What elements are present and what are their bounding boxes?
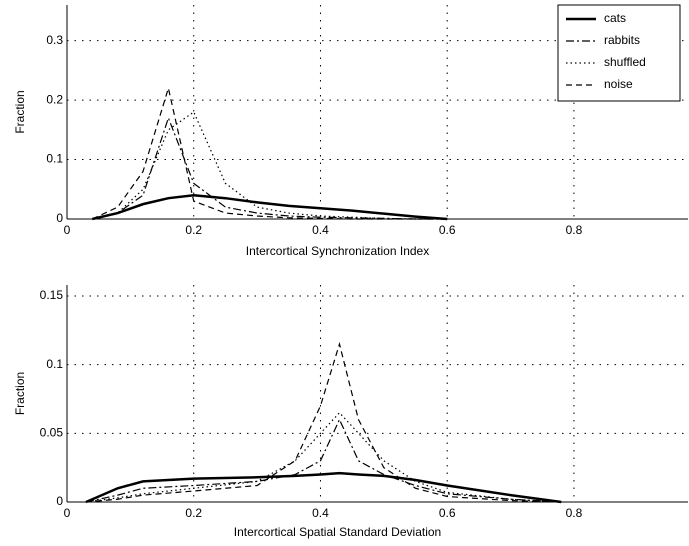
y-tick-label: 0.3 xyxy=(46,33,63,47)
series-line xyxy=(85,471,562,504)
series-line xyxy=(85,411,562,503)
x-axis-label: Intercortical Synchronization Index xyxy=(246,244,429,258)
x-tick-label: 0.8 xyxy=(566,506,583,520)
y-tick-label: 0 xyxy=(56,211,63,225)
x-tick-label: 0.4 xyxy=(312,506,329,520)
x-tick-label: 0 xyxy=(64,223,71,237)
y-tick-label: 0.1 xyxy=(46,152,63,166)
y-tick-label: 0.1 xyxy=(46,357,63,371)
x-tick-label: 0.6 xyxy=(439,223,456,237)
legend-label: cats xyxy=(604,11,626,25)
series-line xyxy=(85,418,562,503)
series-line xyxy=(92,111,448,220)
y-axis-label: Fraction xyxy=(13,90,27,133)
x-tick-label: 0.6 xyxy=(439,506,456,520)
series-line xyxy=(92,85,448,220)
y-tick-label: 0.2 xyxy=(46,92,63,106)
x-tick-label: 0 xyxy=(64,506,71,520)
y-axis-label: Fraction xyxy=(13,372,27,415)
legend-label: noise xyxy=(604,77,633,91)
x-axis-label: Intercortical Spatial Standard Deviation xyxy=(234,525,441,539)
legend-label: shuffled xyxy=(604,55,646,69)
x-tick-label: 0.2 xyxy=(185,506,202,520)
x-tick-label: 0.2 xyxy=(185,223,202,237)
y-tick-label: 0 xyxy=(56,494,63,508)
y-tick-label: 0.05 xyxy=(40,426,64,440)
x-tick-label: 0.8 xyxy=(566,223,583,237)
x-tick-label: 0.4 xyxy=(312,223,329,237)
series-line xyxy=(92,193,448,221)
series-line xyxy=(85,341,562,503)
legend-label: rabbits xyxy=(604,33,640,47)
y-tick-label: 0.15 xyxy=(40,288,64,302)
